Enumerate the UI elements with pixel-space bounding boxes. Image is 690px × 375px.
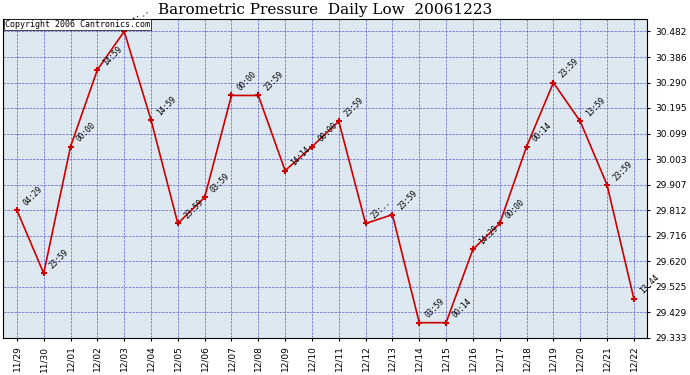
Text: 14:..: 14:..	[128, 6, 151, 28]
Text: 00:00: 00:00	[75, 121, 97, 144]
Text: 13:59: 13:59	[584, 96, 607, 118]
Text: 23:59: 23:59	[182, 198, 205, 221]
Text: 14:59: 14:59	[155, 94, 178, 117]
Text: Copyright 2006 Cantronics.com: Copyright 2006 Cantronics.com	[5, 20, 150, 29]
Text: 23:59: 23:59	[262, 70, 285, 93]
Text: 00:14: 00:14	[531, 121, 553, 144]
Text: 14:29: 14:29	[477, 224, 500, 247]
Text: 23:59: 23:59	[558, 57, 580, 80]
Text: 13:44: 13:44	[638, 273, 661, 296]
Text: 00:00: 00:00	[316, 121, 339, 144]
Text: 14:14: 14:14	[289, 145, 312, 168]
Text: 03:59: 03:59	[209, 172, 232, 195]
Text: 23:59: 23:59	[397, 189, 420, 212]
Text: 23:59: 23:59	[48, 248, 70, 271]
Title: Barometric Pressure  Daily Low  20061223: Barometric Pressure Daily Low 20061223	[158, 3, 493, 18]
Text: 04:29: 04:29	[21, 184, 43, 207]
Text: 23:59: 23:59	[343, 96, 366, 118]
Text: 03:59: 03:59	[424, 297, 446, 320]
Text: 14:59: 14:59	[101, 44, 124, 67]
Text: 23:59: 23:59	[611, 159, 634, 182]
Text: 00:14: 00:14	[451, 297, 473, 320]
Text: 00:00: 00:00	[504, 198, 526, 221]
Text: 00:00: 00:00	[236, 70, 258, 93]
Text: 23:..: 23:..	[370, 198, 393, 221]
